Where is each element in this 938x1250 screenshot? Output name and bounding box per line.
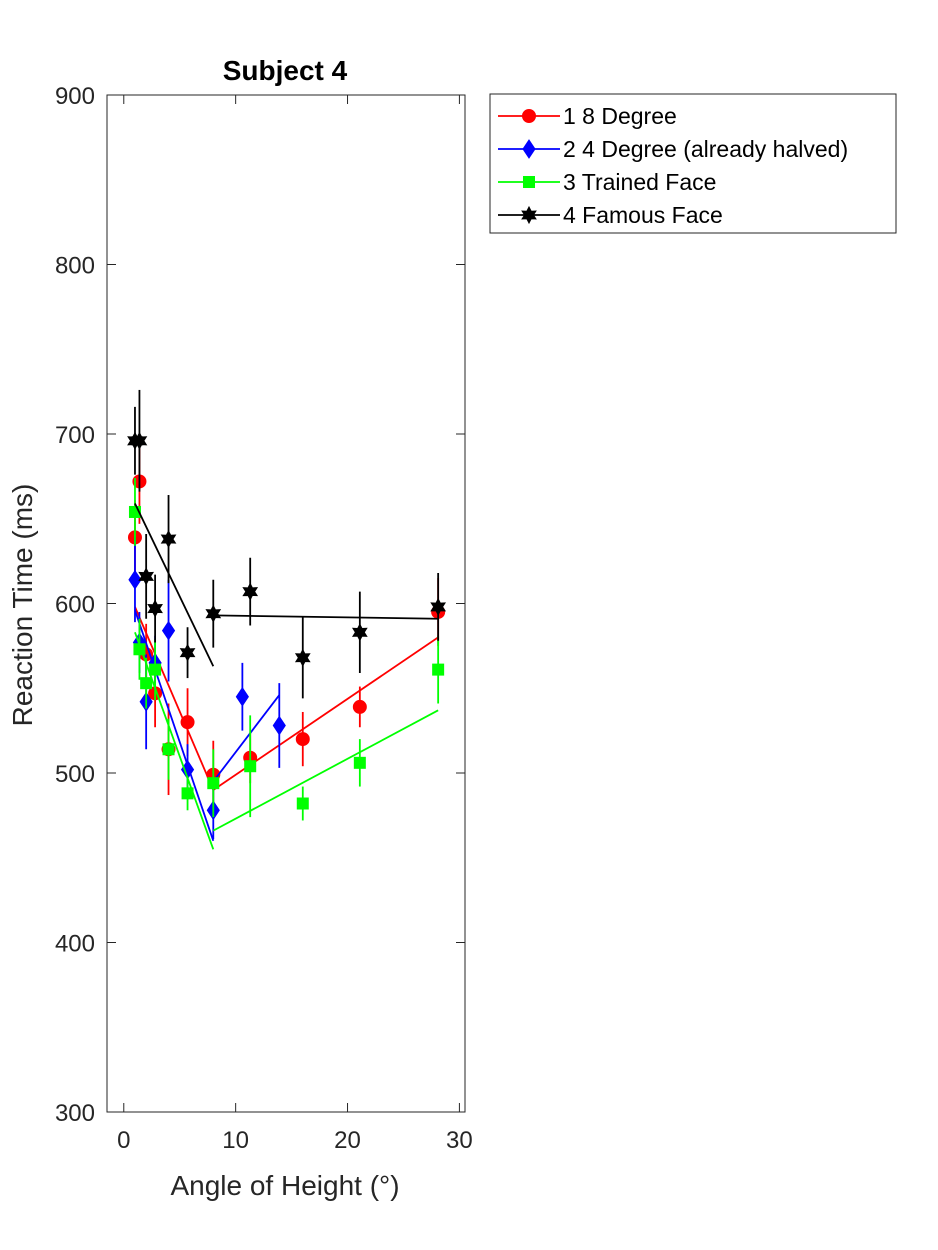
data-point xyxy=(128,569,142,590)
data-point xyxy=(296,797,309,810)
data-point xyxy=(242,582,259,601)
data-point xyxy=(162,743,175,756)
data-point xyxy=(180,715,195,730)
data-point xyxy=(207,777,220,790)
y-tick-label: 600 xyxy=(55,592,95,619)
fit-line xyxy=(212,694,281,783)
legend-item: 2 4 Degree (already halved) xyxy=(498,136,848,162)
y-tick-label: 400 xyxy=(55,931,95,958)
data-point xyxy=(235,686,249,707)
y-tick-label: 300 xyxy=(55,1100,95,1127)
y-tick-label: 900 xyxy=(55,83,95,110)
legend-label: 3 Trained Face xyxy=(563,169,716,195)
legend-label: 4 Famous Face xyxy=(563,202,723,228)
x-tick-label: 30 xyxy=(446,1127,473,1154)
data-point xyxy=(244,760,257,773)
legend-marker xyxy=(521,205,537,225)
data-point xyxy=(295,732,310,747)
data-point xyxy=(181,787,194,800)
data-point xyxy=(351,623,368,642)
fit-line xyxy=(134,606,215,791)
data-point xyxy=(160,530,177,549)
fit-line xyxy=(213,614,439,620)
series-2 xyxy=(128,537,286,842)
legend-item: 4 Famous Face xyxy=(498,202,723,228)
data-point xyxy=(147,599,163,618)
data-point xyxy=(272,715,286,736)
y-axis-label: Reaction Time (ms) xyxy=(7,484,38,727)
data-point xyxy=(352,699,367,714)
plot-area: 0 10 20 30 300 400 500 600 700 800 900 xyxy=(55,83,473,1154)
chart-title: Subject 4 xyxy=(223,55,348,86)
data-point xyxy=(128,505,141,518)
x-tick-label: 0 xyxy=(117,1127,130,1154)
data-point xyxy=(353,756,366,769)
data-point xyxy=(432,663,445,676)
legend-label: 2 4 Degree (already halved) xyxy=(563,136,848,162)
data-point xyxy=(205,604,222,623)
data-point xyxy=(138,567,155,586)
legend-marker xyxy=(523,176,535,188)
legend-label: 1 8 Degree xyxy=(563,103,677,129)
data-point xyxy=(179,643,196,662)
data-point xyxy=(140,677,153,690)
legend-item: 3 Trained Face xyxy=(498,169,716,195)
fit-line xyxy=(134,632,215,850)
data-point xyxy=(149,663,162,676)
series-4 xyxy=(127,389,447,699)
y-tick-label: 800 xyxy=(55,253,95,280)
x-axis-label: Angle of Height (°) xyxy=(170,1170,399,1201)
legend-box xyxy=(489,93,897,234)
x-tick-label: 20 xyxy=(334,1127,361,1154)
series-3 xyxy=(128,478,445,850)
x-tick-label: 10 xyxy=(222,1127,249,1154)
data-point xyxy=(430,597,447,616)
series-1 xyxy=(127,439,446,809)
legend-marker xyxy=(522,139,536,159)
legend-item: 1 8 Degree xyxy=(498,103,677,129)
data-point xyxy=(161,620,176,641)
fit-line xyxy=(134,609,215,842)
data-point xyxy=(131,431,148,450)
data-point xyxy=(133,643,146,656)
y-tick-label: 500 xyxy=(55,761,95,788)
fit-line xyxy=(134,503,215,667)
axes-box xyxy=(106,94,466,1113)
data-point xyxy=(294,648,311,667)
legend: 1 8 Degree 2 4 Degree (already halved) 3 T… xyxy=(489,93,897,234)
y-tick-label: 700 xyxy=(55,422,95,449)
legend-marker xyxy=(522,109,536,123)
